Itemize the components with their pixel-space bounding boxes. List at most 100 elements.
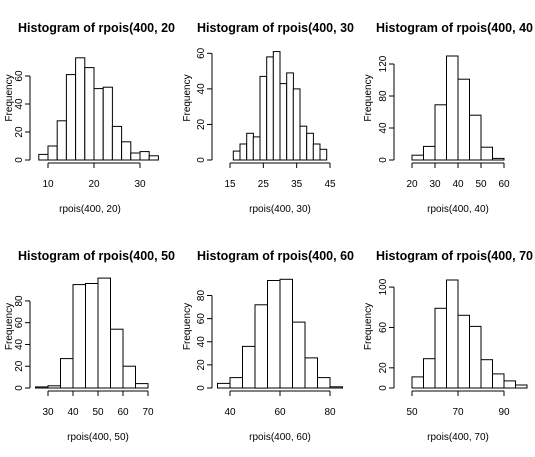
x-tick-label: 60 [498, 179, 510, 190]
histogram-panel-3: Histogram of rpois(400, 40 20 30 40 50 60 0 40 8… [363, 21, 533, 215]
y-axis-label: Frequency [4, 303, 15, 350]
histogram-bar [292, 321, 306, 389]
histogram-bar [279, 278, 293, 389]
histogram-bar [423, 145, 436, 161]
y-axis-label: Frequency [182, 74, 193, 121]
histogram-bar [446, 55, 459, 161]
y-tick-label: 60 [378, 321, 389, 333]
histogram-bar [317, 377, 331, 389]
histogram-bar [75, 57, 86, 161]
histogram-bar [292, 88, 301, 161]
x-tick-label: 40 [224, 407, 236, 418]
histogram-bar [267, 280, 281, 389]
histogram-bar [84, 67, 95, 161]
histogram-bar [121, 141, 132, 161]
histogram-bar [434, 104, 447, 161]
histogram-bar [319, 148, 328, 161]
histogram-bar [423, 358, 436, 389]
y-tick-label: 20 [196, 359, 207, 371]
chart-title: Histogram of rpois(400, 70 [376, 249, 533, 263]
y-tick-label: 120 [378, 55, 389, 72]
histogram-bar [492, 373, 505, 389]
y-tick-label: 20 [196, 118, 207, 130]
y-axis-label: Frequency [363, 74, 374, 121]
histogram-bar [60, 358, 74, 389]
x-tick-label: 35 [291, 179, 303, 190]
x-axis-label: rpois(400, 60) [249, 432, 311, 443]
histogram-bar [312, 143, 321, 161]
y-tick-label: 80 [378, 90, 389, 102]
histogram-bar [272, 51, 281, 161]
x-tick-label: 50 [92, 407, 104, 418]
histogram-bar [304, 357, 318, 389]
histogram-bar [38, 153, 49, 161]
histogram-bar [47, 385, 61, 389]
x-tick-label: 60 [117, 407, 129, 418]
histogram-bar [252, 136, 261, 161]
histogram-bar [457, 314, 470, 389]
x-tick-label: 10 [42, 179, 54, 190]
y-tick-label: 40 [378, 122, 389, 134]
y-tick-label: 80 [196, 290, 207, 302]
x-axis-label: rpois(400, 30) [249, 204, 311, 215]
y-tick-label: 0 [378, 157, 389, 163]
histogram-bar [434, 307, 447, 389]
histogram-panel-5: Histogram of rpois(400, 60 40 60 80 0 20 40 60 8… [182, 249, 354, 443]
histogram-bar [85, 283, 99, 389]
y-tick-label: 0 [14, 157, 25, 163]
histogram-bar [130, 152, 141, 161]
x-axis-label: rpois(400, 20) [59, 204, 121, 215]
x-tick-label: 60 [274, 407, 286, 418]
y-tick-label: 60 [14, 70, 25, 82]
histogram-bar [139, 151, 150, 161]
histogram-bar [239, 143, 248, 161]
y-tick-label: 0 [196, 157, 207, 163]
y-tick-label: 20 [14, 126, 25, 138]
x-tick-label: 70 [452, 407, 464, 418]
histogram-panel-4: Histogram of rpois(400, 50 30 40 50 60 70 0 20 4… [4, 249, 175, 443]
x-tick-label: 40 [67, 407, 79, 418]
x-tick-label: 45 [324, 179, 336, 190]
histogram-bar [299, 125, 308, 161]
x-tick-label: 20 [88, 179, 100, 190]
x-tick-label: 30 [429, 179, 441, 190]
x-tick-label: 30 [42, 407, 54, 418]
histogram-bar [246, 132, 254, 161]
x-tick-label: 90 [498, 407, 510, 418]
histogram-bar [306, 132, 314, 161]
histogram-bar [35, 386, 49, 389]
histogram-bar [232, 150, 241, 161]
x-tick-label: 40 [452, 179, 464, 190]
histogram-bar [469, 325, 482, 389]
x-tick-label: 30 [134, 179, 146, 190]
x-tick-label: 50 [475, 179, 487, 190]
x-axis-label: rpois(400, 50) [67, 432, 129, 443]
chart-title: Histogram of rpois(400, 60 [197, 249, 354, 263]
y-tick-label: 0 [378, 385, 389, 391]
histogram-bar [148, 155, 159, 161]
x-tick-label: 25 [258, 179, 270, 190]
histogram-bar [135, 383, 149, 389]
histogram-bar [72, 284, 86, 389]
histogram-bar [469, 114, 482, 161]
y-axis-label: Frequency [363, 303, 374, 350]
y-tick-label: 80 [14, 295, 25, 307]
histogram-bar [122, 365, 136, 389]
histogram-bar [47, 145, 58, 161]
histogram-bar [56, 120, 67, 161]
histogram-bar [286, 72, 294, 161]
histogram-bar [480, 146, 493, 161]
y-tick-label: 60 [196, 313, 207, 325]
histogram-bar [411, 154, 424, 161]
histogram-panel-6: Histogram of rpois(400, 70 50 70 90 0 20 60 100… [363, 249, 533, 443]
y-tick-label: 0 [14, 385, 25, 391]
histogram-bar [279, 83, 288, 161]
y-tick-label: 100 [378, 278, 389, 295]
x-axis-label: rpois(400, 70) [427, 432, 489, 443]
histogram-bar [229, 377, 243, 389]
histogram-panel-2: Histogram of rpois(400, 30 15 25 35 45 0 20 40 6… [182, 21, 354, 215]
histogram-bar [97, 277, 111, 389]
chart-title: Histogram of rpois(400, 50 [18, 249, 175, 263]
y-tick-label: 20 [14, 360, 25, 372]
